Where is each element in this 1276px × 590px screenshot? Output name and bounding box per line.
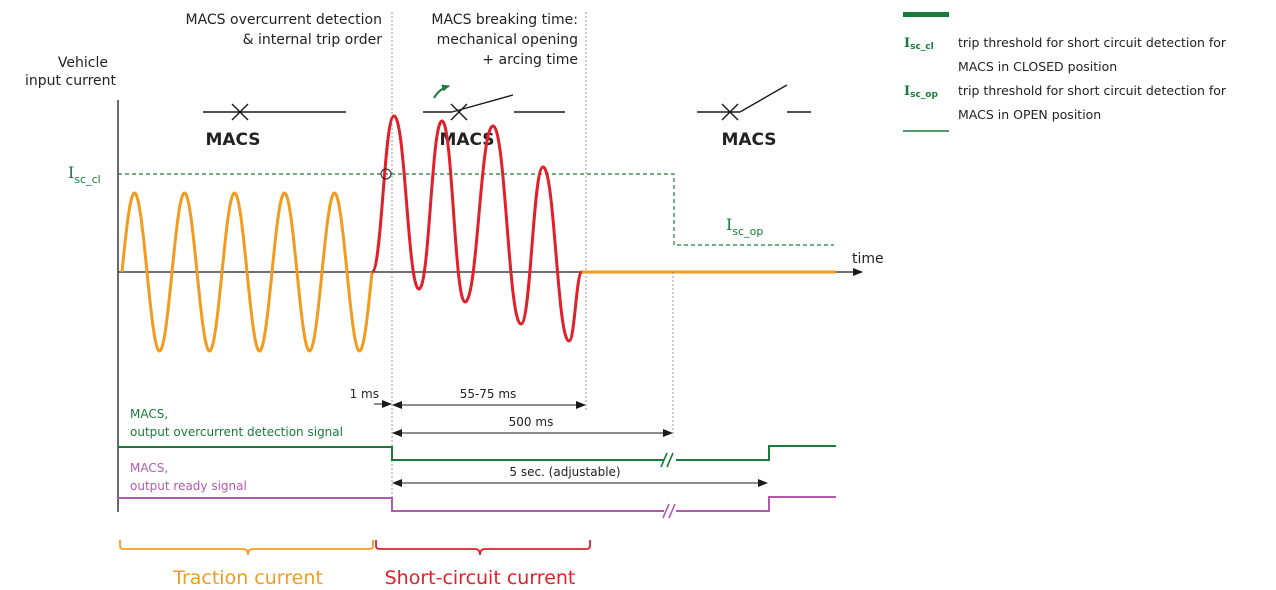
- legend-isc-op-text-line2: MACS in OPEN position: [958, 107, 1101, 122]
- legend-isc-cl-symbol: Isc_cl: [904, 36, 934, 52]
- traction-current-waveform: [120, 191, 374, 353]
- switch-open-symbol: [697, 84, 811, 121]
- switch-opening-label: MACS: [439, 130, 494, 150]
- overcurrent-signal-break-icon: [660, 452, 674, 468]
- isc-cl-main: I: [68, 163, 74, 182]
- traction-current-label: Traction current: [172, 567, 323, 589]
- detection-annotation-line2: & internal trip order: [243, 32, 383, 48]
- ready-signal-label-line2: output ready signal: [130, 479, 247, 493]
- legend-isc-cl-main: I: [904, 36, 910, 51]
- overcurrent-signal-label-line1: MACS,: [130, 407, 168, 421]
- legend-thick-line-swatch: [903, 12, 949, 17]
- detection-annotation-line1: MACS overcurrent detection: [185, 12, 382, 28]
- isc-op-sub: sc_op: [732, 225, 763, 238]
- legend-isc-op-text-line1: trip threshold for short circuit detecti…: [958, 83, 1227, 98]
- y-axis-label-line2: input current: [25, 73, 116, 89]
- ready-signal-label-line1: MACS,: [130, 461, 168, 475]
- legend-isc-op-main: I: [904, 84, 910, 99]
- breaking-annotation-line2: mechanical opening: [437, 32, 578, 48]
- x-axis-label: time: [852, 251, 884, 267]
- ready-signal-break-icon: [662, 503, 676, 519]
- switch-open-label: MACS: [721, 130, 776, 150]
- breaking-annotation-line1: MACS breaking time:: [431, 12, 578, 28]
- ready-signal-trace: [118, 496, 836, 512]
- isc-op-label: Isc_op: [726, 215, 763, 238]
- overcurrent-signal-trace: [118, 445, 836, 461]
- short-circuit-current-bracket: [375, 540, 591, 556]
- short-circuit-current-label: Short-circuit current: [385, 567, 576, 589]
- legend-isc-op-sub: sc_op: [910, 90, 938, 100]
- switch-opening-symbol: [423, 94, 565, 121]
- isc-op-main: I: [726, 215, 732, 234]
- legend-isc-op-symbol: Isc_op: [904, 84, 938, 100]
- legend: Isc_cl trip threshold for short circuit …: [903, 12, 1227, 132]
- breaking-annotation-line3: + arcing time: [482, 52, 578, 68]
- isc-cl-sub: sc_cl: [74, 173, 100, 186]
- duration-55-75ms-label: 55-75 ms: [460, 387, 517, 401]
- opening-arrow-icon: [433, 84, 450, 99]
- switch-closed-label: MACS: [205, 130, 260, 150]
- legend-isc-cl-text-line1: trip threshold for short circuit detecti…: [958, 35, 1227, 50]
- duration-5sec-label: 5 sec. (adjustable): [509, 465, 620, 479]
- legend-isc-cl-text-line2: MACS in CLOSED position: [958, 59, 1117, 74]
- duration-500ms-label: 500 ms: [509, 415, 554, 429]
- duration-1ms-label: 1 ms: [350, 387, 379, 401]
- isc-cl-threshold-line: [118, 173, 834, 246]
- overcurrent-signal-label-line2: output overcurrent detection signal: [130, 425, 343, 439]
- switch-closed-symbol: [203, 103, 346, 121]
- isc-cl-label: Isc_cl: [68, 163, 101, 186]
- traction-current-bracket: [119, 540, 374, 556]
- short-circuit-current-waveform: [370, 114, 584, 343]
- legend-isc-cl-sub: sc_cl: [910, 42, 934, 52]
- detection-point-marker: [380, 168, 392, 180]
- y-axis-label-line1: Vehicle: [58, 55, 108, 71]
